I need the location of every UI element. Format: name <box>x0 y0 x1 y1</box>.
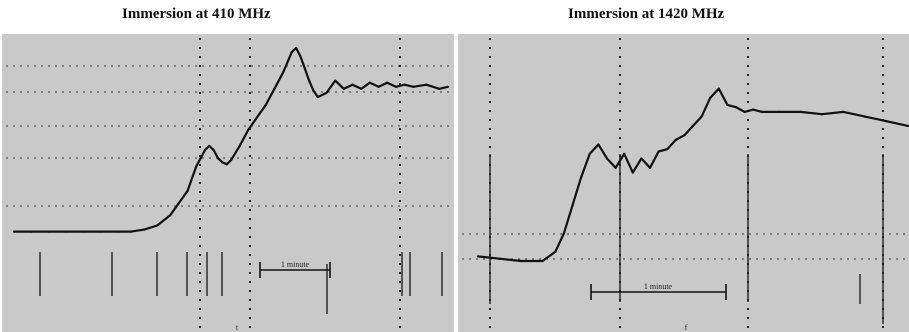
data-point <box>12 230 16 233</box>
data-point <box>377 85 380 88</box>
data-point <box>799 110 802 113</box>
data-point <box>438 87 441 90</box>
data-point <box>99 230 102 233</box>
data-point <box>717 87 720 90</box>
data-point <box>863 115 867 118</box>
data-point <box>225 163 228 166</box>
data-point <box>906 124 909 127</box>
data-point <box>195 165 198 168</box>
data-point <box>631 171 634 174</box>
data-point <box>752 108 755 111</box>
data-point <box>30 230 33 233</box>
data-point <box>65 230 68 233</box>
data-point <box>368 81 371 84</box>
footer-mark: t <box>236 323 239 332</box>
data-point <box>580 176 583 179</box>
data-point <box>605 157 609 160</box>
data-point <box>683 134 686 137</box>
chart-1420: 1 minute f <box>462 38 909 332</box>
data-trace <box>14 46 449 233</box>
data-point <box>203 148 207 152</box>
scale-bar-label: 1 minute <box>281 260 310 269</box>
data-point <box>412 85 415 88</box>
data-point <box>143 228 146 231</box>
data-point <box>476 255 480 258</box>
data-point <box>82 230 85 233</box>
data-point <box>216 157 220 160</box>
data-point <box>498 257 501 260</box>
data-point <box>657 150 660 153</box>
data-point <box>743 110 746 113</box>
data-point <box>700 115 703 118</box>
data-point <box>308 79 311 82</box>
data-point <box>734 106 738 109</box>
data-point <box>312 89 315 92</box>
data-point <box>403 83 406 86</box>
data-point <box>255 116 259 119</box>
chart-panel-1420: 1 minute f <box>458 34 909 332</box>
chart-title-1420: Immersion at 1420 MHz <box>568 6 725 22</box>
data-point <box>614 166 617 169</box>
data-point <box>299 55 302 58</box>
data-point <box>303 67 306 70</box>
data-point <box>325 91 328 94</box>
data-point <box>334 79 337 82</box>
data-point <box>186 189 189 192</box>
chart-410: 1 minute t <box>6 38 452 332</box>
data-point <box>156 224 159 227</box>
data-point <box>519 259 523 263</box>
data-point <box>820 113 824 116</box>
data-point <box>394 85 397 88</box>
data-point <box>541 259 544 263</box>
data-point <box>554 250 557 253</box>
footer-mark: f <box>685 323 688 332</box>
data-point <box>760 110 763 113</box>
data-point <box>446 85 450 88</box>
data-trace <box>477 87 909 263</box>
data-point <box>47 230 50 233</box>
data-point <box>221 161 224 164</box>
scale-bar-label: 1 minute <box>644 282 673 291</box>
data-point <box>117 230 120 233</box>
data-point <box>212 148 215 152</box>
data-point <box>177 201 180 205</box>
data-point <box>386 81 389 84</box>
data-point <box>295 46 298 50</box>
data-point <box>351 83 354 86</box>
data-point <box>726 103 729 106</box>
data-point <box>562 232 566 235</box>
data-point <box>571 204 574 207</box>
data-point <box>169 214 172 217</box>
data-point <box>777 110 781 113</box>
data-point <box>360 87 363 90</box>
data-point <box>691 124 695 127</box>
data-point <box>640 157 643 160</box>
data-point <box>425 83 428 86</box>
data-point <box>290 51 293 54</box>
data-point <box>208 144 211 147</box>
data-point <box>247 128 250 131</box>
data-point <box>264 104 267 107</box>
data-point <box>666 148 669 151</box>
data-point <box>282 71 285 74</box>
data-point <box>588 152 591 155</box>
data-point <box>597 143 600 146</box>
chart-panel-410: 1 minute t <box>2 34 454 332</box>
data-point <box>273 87 276 90</box>
data-point <box>709 96 712 99</box>
data-point <box>842 110 845 113</box>
data-point <box>316 95 319 99</box>
data-point <box>229 159 233 162</box>
data-point <box>130 230 133 233</box>
chart-title-410: Immersion at 410 MHz <box>122 6 271 22</box>
data-point <box>623 152 626 155</box>
data-point <box>674 138 677 141</box>
data-point <box>648 166 652 169</box>
data-point <box>885 120 888 123</box>
data-point <box>342 87 345 90</box>
data-point <box>238 144 241 147</box>
